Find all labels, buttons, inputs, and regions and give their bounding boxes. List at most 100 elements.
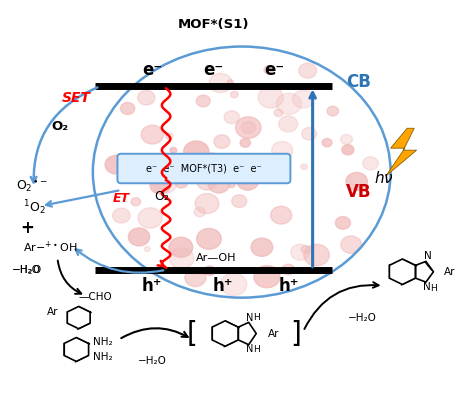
Circle shape	[276, 93, 301, 114]
Text: Ar: Ar	[268, 328, 280, 338]
Circle shape	[291, 244, 310, 260]
Circle shape	[301, 246, 310, 253]
Circle shape	[197, 173, 217, 190]
Text: Ar: Ar	[444, 267, 456, 277]
Circle shape	[251, 238, 273, 256]
Circle shape	[185, 269, 206, 286]
Text: VB: VB	[346, 183, 371, 201]
Circle shape	[232, 195, 247, 208]
Circle shape	[279, 116, 298, 132]
Circle shape	[301, 164, 308, 170]
Circle shape	[363, 157, 378, 170]
Polygon shape	[386, 128, 417, 176]
Text: NH₂: NH₂	[93, 352, 112, 362]
Text: Ar—OH: Ar—OH	[195, 253, 236, 263]
Circle shape	[240, 138, 250, 147]
Text: e⁻: e⁻	[265, 62, 285, 80]
Text: $h\nu$: $h\nu$	[374, 170, 393, 186]
Text: +: +	[20, 219, 34, 237]
Circle shape	[236, 117, 261, 138]
Circle shape	[194, 207, 205, 217]
Text: $\minus$H$_2$O: $\minus$H$_2$O	[11, 263, 42, 277]
Circle shape	[228, 182, 235, 188]
Circle shape	[197, 228, 221, 249]
Text: e⁻: e⁻	[142, 62, 162, 80]
Text: N: N	[246, 313, 253, 323]
Circle shape	[230, 91, 238, 98]
Text: O₂: O₂	[51, 120, 68, 133]
Circle shape	[169, 237, 193, 257]
Text: −H₂O: −H₂O	[12, 265, 41, 275]
Circle shape	[195, 194, 219, 214]
Circle shape	[327, 106, 338, 116]
Text: Ar$-$$^{+\bullet}$OH: Ar$-$$^{+\bullet}$OH	[23, 240, 78, 256]
Circle shape	[138, 208, 162, 228]
Circle shape	[184, 141, 209, 162]
Text: e⁻  e⁻  MOF*(T3)  e⁻  e⁻: e⁻ e⁻ MOF*(T3) e⁻ e⁻	[146, 164, 262, 174]
Circle shape	[170, 164, 189, 180]
Circle shape	[224, 111, 239, 124]
Circle shape	[341, 134, 353, 144]
Circle shape	[304, 244, 329, 266]
Circle shape	[170, 148, 177, 153]
Circle shape	[336, 216, 350, 229]
Text: N: N	[424, 251, 432, 261]
Text: −H₂O: −H₂O	[348, 312, 377, 322]
Circle shape	[346, 172, 367, 190]
Text: N: N	[246, 344, 253, 354]
Circle shape	[342, 145, 354, 155]
Circle shape	[141, 125, 164, 144]
Text: h⁺: h⁺	[212, 277, 233, 295]
Text: e⁻: e⁻	[203, 62, 223, 80]
Circle shape	[299, 63, 317, 78]
Text: NH₂: NH₂	[93, 337, 112, 347]
Circle shape	[241, 122, 255, 133]
Text: O₂: O₂	[154, 190, 169, 202]
Circle shape	[271, 206, 292, 224]
Circle shape	[322, 138, 332, 147]
Text: MOF*(S1): MOF*(S1)	[178, 18, 249, 31]
Text: h⁺: h⁺	[279, 277, 299, 295]
Circle shape	[152, 172, 177, 194]
Circle shape	[282, 264, 294, 275]
Text: H: H	[253, 345, 260, 354]
Text: CB: CB	[346, 74, 371, 92]
Circle shape	[209, 73, 232, 93]
Circle shape	[165, 133, 173, 139]
Text: ET: ET	[113, 192, 130, 204]
Circle shape	[144, 246, 150, 252]
Text: SET: SET	[62, 91, 91, 105]
Circle shape	[254, 266, 280, 288]
Circle shape	[131, 198, 141, 206]
Circle shape	[196, 95, 210, 107]
Text: —CHO: —CHO	[79, 292, 112, 302]
Circle shape	[214, 135, 230, 148]
Circle shape	[237, 172, 259, 190]
Circle shape	[272, 142, 293, 159]
Text: O$_2$$^{\bullet-}$: O$_2$$^{\bullet-}$	[16, 178, 47, 194]
Circle shape	[169, 248, 194, 269]
Text: h⁺: h⁺	[142, 277, 162, 295]
Text: Ar: Ar	[47, 307, 58, 317]
Circle shape	[264, 66, 273, 74]
Text: H: H	[253, 313, 260, 322]
Circle shape	[204, 266, 215, 275]
Text: $^1$O$_2$: $^1$O$_2$	[23, 198, 46, 216]
Circle shape	[169, 161, 194, 182]
Circle shape	[302, 128, 317, 140]
Text: [: [	[187, 320, 198, 348]
Circle shape	[201, 268, 209, 275]
Text: N: N	[423, 282, 431, 292]
Circle shape	[274, 109, 283, 116]
Circle shape	[148, 160, 164, 174]
Text: −H₂O: −H₂O	[137, 356, 166, 366]
Circle shape	[137, 90, 155, 105]
Circle shape	[128, 228, 150, 246]
Circle shape	[105, 155, 127, 174]
Circle shape	[220, 273, 247, 296]
Circle shape	[269, 85, 274, 90]
Circle shape	[175, 178, 188, 188]
Circle shape	[150, 177, 171, 194]
Circle shape	[112, 208, 130, 223]
Circle shape	[341, 236, 362, 254]
